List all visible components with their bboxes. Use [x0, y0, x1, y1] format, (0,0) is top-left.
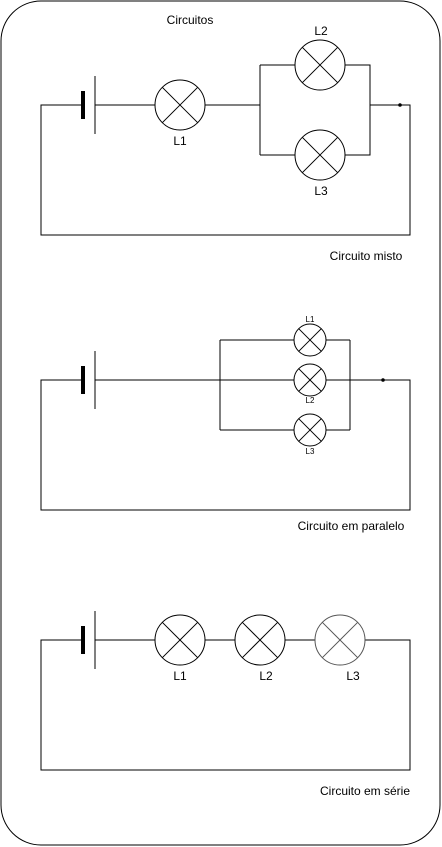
lamp-icon: [314, 614, 366, 666]
parallel-circuit: L1 L2 L3 Circuito em paralelo: [40, 315, 411, 533]
lamp-label-l1: L1: [306, 315, 315, 324]
lamp-label-l2: L2: [314, 24, 328, 38]
circuit-caption-parallel: Circuito em paralelo: [298, 519, 405, 533]
battery-icon: [81, 611, 96, 669]
lamp-icon: [293, 323, 327, 357]
lamp-icon: [154, 79, 206, 131]
series-return-wire: [40, 639, 411, 771]
lamp-icon: [293, 363, 327, 397]
lamp-icon: [234, 614, 286, 666]
lamp-icon: [293, 413, 327, 447]
page-title: Circuitos: [167, 13, 214, 27]
parallel-junction-dot: [381, 378, 385, 382]
lamp-label-l3: L3: [306, 447, 315, 456]
lamp-label-l1: L1: [173, 669, 187, 683]
lamp-icon: [294, 39, 346, 91]
mixed-circuit: L1 L2 L3 Circuito misto: [40, 24, 411, 263]
lamp-label-l3: L3: [314, 184, 328, 198]
lamp-label-l3: L3: [346, 669, 360, 683]
lamp-label-l1: L1: [173, 134, 187, 148]
parallel-return-wire: [40, 379, 411, 511]
mixed-return-wire: [40, 104, 411, 236]
circuit-caption-mixed: Circuito misto: [330, 249, 403, 263]
circuit-caption-series: Circuito em série: [320, 784, 410, 798]
lamp-label-l2: L2: [259, 669, 273, 683]
series-circuit: L1 L2 L3 Circuito em série: [40, 611, 411, 798]
battery-icon: [81, 76, 96, 134]
mixed-branch-loop: [260, 64, 371, 156]
lamp-label-l2: L2: [306, 396, 315, 405]
battery-icon: [81, 351, 96, 409]
mixed-junction-dot: [398, 103, 402, 107]
lamp-icon: [154, 614, 206, 666]
lamp-icon: [294, 129, 346, 181]
